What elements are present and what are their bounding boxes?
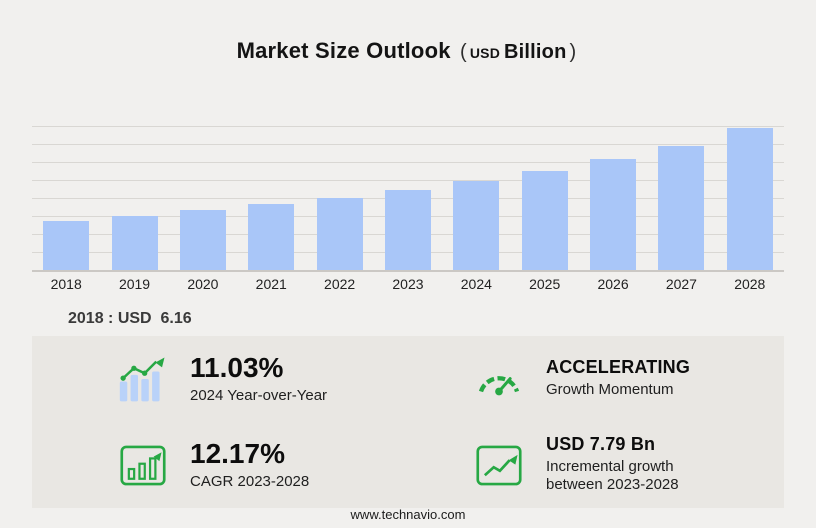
footer-url: www.technavio.com [350,507,466,522]
bar [374,120,442,270]
incremental-label: Incremental growth between 2023-2028 [546,457,679,494]
x-axis-label: 2019 [118,276,151,292]
base-year-value: 2018 : USD 6.16 [68,310,192,327]
bar [169,120,237,270]
bar [442,120,510,270]
yoy-value: 11.03% [190,351,284,383]
stat-text: 12.17% CAGR 2023-2028 [190,437,310,492]
incremental-growth-icon [472,445,526,486]
speedometer-icon [472,363,526,396]
x-axis-label: 2025 [529,276,561,292]
bar [511,120,579,270]
x-axis-label: 2022 [324,276,356,292]
stat-incremental: USD 7.79 Bn Incremental growth between 2… [408,422,784,508]
x-axis-label: 2024 [460,276,492,292]
bar [237,120,305,270]
bar [647,120,715,270]
title-main: Market Size Outlook [236,38,451,63]
incremental-value: USD 7.79 Bn [546,433,656,454]
x-axis-label: 2021 [255,276,287,292]
x-axis: 2018 2019 2020 2021 2022 2023 2024 2025 2026 2027… [32,276,784,292]
stats-panel: 11.03% 2024 Year-over-Year ACCELERATING … [32,336,784,508]
bar [32,120,100,270]
bar [305,120,373,270]
momentum-value: ACCELERATING [546,357,691,378]
cagr-chart-icon [116,445,170,486]
yoy-label: 2024 Year-over-Year [190,386,328,404]
title-paren-close: ) [569,41,577,63]
title-currency: USD [469,45,501,61]
title-paren-open: ( [459,41,467,63]
x-axis-label: 2023 [392,276,424,292]
stat-text: ACCELERATING Growth Momentum [546,357,691,400]
x-axis-label: 2018 [50,276,82,292]
x-axis-label: 2026 [597,276,629,292]
bar-chart [32,120,784,272]
stat-momentum: ACCELERATING Growth Momentum [408,336,784,422]
cagr-label: CAGR 2023-2028 [190,472,310,490]
stat-yoy: 11.03% 2024 Year-over-Year [32,336,408,422]
bar [716,120,784,270]
bar [579,120,647,270]
bar-series [32,120,784,270]
stat-text: USD 7.79 Bn Incremental growth between 2… [546,433,721,495]
title-unit: Billion [504,41,567,63]
page-title: Market Size Outlook (USD Billion) [0,38,816,64]
stat-text: 11.03% 2024 Year-over-Year [190,351,328,406]
cagr-value: 12.17% [190,437,285,469]
bar [100,120,168,270]
x-axis-label: 2027 [665,276,697,292]
bar-chart-growth-icon [116,355,170,403]
x-axis-label: 2028 [734,276,766,292]
momentum-label: Growth Momentum [546,381,674,399]
x-axis-label: 2020 [187,276,219,292]
stat-cagr: 12.17% CAGR 2023-2028 [32,422,408,508]
